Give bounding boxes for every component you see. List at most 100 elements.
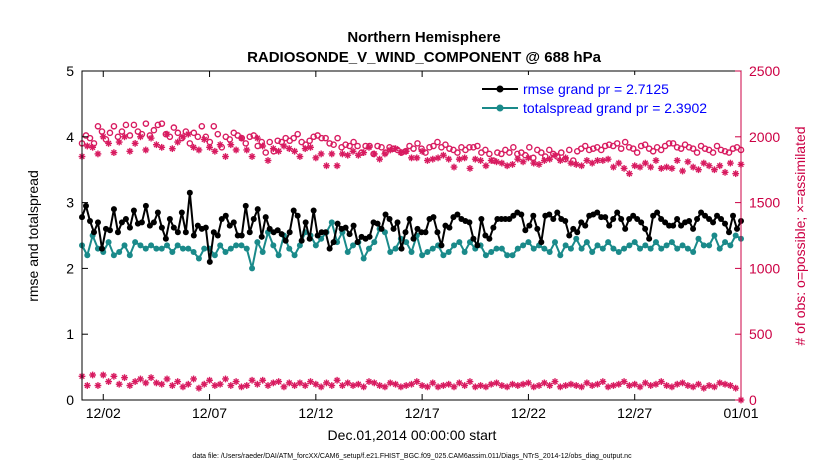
legend-spread-marker <box>496 104 504 112</box>
obs-assimilated-point <box>684 382 692 389</box>
obs-assimilated-point <box>477 382 484 389</box>
obs-assimilated-point <box>461 382 469 389</box>
obs-possible-point <box>669 140 677 147</box>
obs-assimilated-point <box>471 383 479 391</box>
obs-assimilated-point <box>700 384 708 392</box>
totalspread-point <box>179 245 186 252</box>
rmse-point <box>254 206 261 213</box>
obs-assimilated-point <box>625 382 633 389</box>
obs-assimilated-point <box>631 162 639 170</box>
obs-assimilated-point <box>530 159 538 167</box>
obs-possible-point <box>474 142 481 150</box>
obs-assimilated-point <box>705 162 713 170</box>
obs-assimilated-point <box>525 154 532 162</box>
totalspread-point <box>387 248 394 255</box>
obs-assimilated-point <box>333 376 341 384</box>
obs-assimilated-point <box>360 149 368 156</box>
obs-possible-point <box>350 138 357 146</box>
totalspread-point <box>711 232 718 239</box>
obs-possible-point <box>242 140 250 147</box>
obs-possible-point <box>526 144 533 151</box>
rmse-point <box>334 220 341 227</box>
obs-assimilated-point <box>307 143 314 151</box>
obs-possible-point <box>294 130 301 138</box>
obs-assimilated-point <box>99 371 107 379</box>
obs-assimilated-point <box>583 379 591 387</box>
obs-assimilated-point <box>588 382 596 389</box>
rmse-point <box>398 245 405 252</box>
obs-assimilated-point <box>594 380 601 388</box>
obs-assimilated-point <box>243 382 251 389</box>
obs-possible-point <box>262 149 270 156</box>
obs-possible-point <box>250 132 258 139</box>
obs-assimilated-point <box>493 158 500 166</box>
rmse-point <box>366 233 373 240</box>
y-tick-label: 3 <box>66 195 74 211</box>
rmse-point <box>566 232 573 239</box>
obs-possible-point <box>150 126 158 134</box>
totalspread-point <box>652 239 659 246</box>
rmse-point <box>210 229 217 236</box>
obs-assimilated-point <box>498 159 506 167</box>
obs-assimilated-point <box>376 155 384 163</box>
obs-possible-point <box>665 140 673 147</box>
obs-assimilated-point <box>105 378 112 385</box>
obs-possible-point <box>266 138 274 146</box>
totalspread-point <box>142 245 149 252</box>
rmse-point <box>686 218 693 225</box>
y-right-tick-label: 500 <box>749 326 773 342</box>
rmse-point <box>622 225 629 232</box>
x-axis-label: Dec.01,2014 00:00:00 start <box>328 427 497 443</box>
totalspread-point <box>626 242 633 249</box>
totalspread-point <box>722 239 729 246</box>
rmse-point <box>118 219 125 226</box>
rmse-point <box>282 237 289 244</box>
obs-assimilated-point <box>525 379 532 387</box>
totalspread-point <box>350 242 357 249</box>
obs-possible-point <box>486 150 493 158</box>
obs-possible-point <box>170 124 178 131</box>
legend-rmse-label: rmse grand pr = 2.7125 <box>523 81 669 97</box>
obs-assimilated-point <box>455 155 463 163</box>
obs-assimilated-point <box>514 155 522 163</box>
y-right-tick-label: 0 <box>749 392 757 408</box>
obs-assimilated-point <box>503 383 511 391</box>
obs-assimilated-point <box>604 155 612 163</box>
rmse-point <box>150 219 157 226</box>
rmse-point <box>326 245 333 252</box>
totalspread-point <box>525 239 532 246</box>
obs-assimilated-point <box>695 166 702 174</box>
totalspread-point <box>211 252 218 259</box>
totalspread-point <box>84 252 91 259</box>
obs-assimilated-point <box>269 145 277 153</box>
obs-possible-point <box>326 140 333 147</box>
obs-possible-point <box>605 141 613 148</box>
totalspread-point <box>690 248 697 255</box>
obs-assimilated-point <box>530 383 538 391</box>
rmse-point <box>298 237 305 244</box>
totalspread-point <box>249 265 256 272</box>
totalspread-point <box>227 245 234 252</box>
obs-assimilated-point <box>131 139 139 147</box>
obs-assimilated-point <box>705 382 713 389</box>
rmse-point <box>718 216 725 223</box>
obs-assimilated-point <box>370 150 378 158</box>
rmse-point <box>646 235 653 242</box>
obs-assimilated-point <box>397 383 405 391</box>
obs-assimilated-point <box>408 154 415 162</box>
obs-assimilated-point <box>519 158 527 166</box>
obs-assimilated-point <box>509 161 516 168</box>
totalspread-point <box>201 245 208 252</box>
obs-possible-point <box>430 142 437 150</box>
obs-possible-point <box>330 141 337 148</box>
y-right-tick-label: 1000 <box>749 260 780 276</box>
obs-assimilated-point <box>137 133 144 141</box>
obs-assimilated-point <box>509 380 516 388</box>
totalspread-point <box>451 242 458 249</box>
obs-assimilated-point <box>466 378 474 385</box>
totalspread-point <box>105 239 112 246</box>
totalspread-point <box>132 239 139 246</box>
rmse-point <box>678 222 685 229</box>
obs-assimilated-point <box>142 379 150 387</box>
rmse-point <box>214 232 221 239</box>
